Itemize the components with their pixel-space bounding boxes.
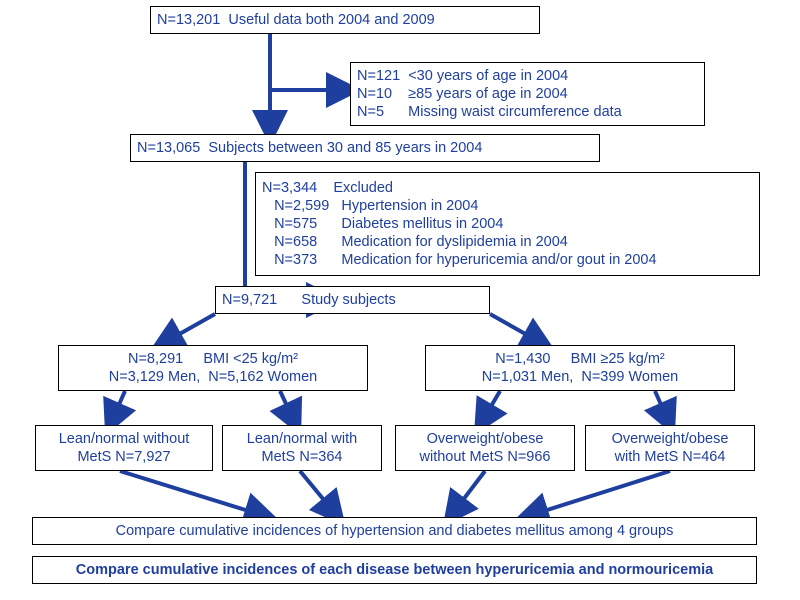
- box-compare-4-groups: Compare cumulative incidences of hyperte…: [32, 517, 757, 545]
- text: MetS N=364: [261, 448, 342, 466]
- text: N=10 ≥85 years of age in 2004: [357, 85, 698, 103]
- text: Lean/normal without: [59, 430, 190, 448]
- box-exclusion-1: N=121 <30 years of age in 2004 N=10 ≥85 …: [350, 62, 705, 126]
- box-top: N=13,201 Useful data both 2004 and 2009: [150, 6, 540, 34]
- text: N=3,129 Men, N=5,162 Women: [109, 368, 318, 386]
- text: N=13,201 Useful data both 2004 and 2009: [157, 11, 533, 29]
- text: without MetS N=966: [420, 448, 551, 466]
- text: MetS N=7,927: [77, 448, 170, 466]
- text: N=1,430 BMI ≥25 kg/m²: [495, 350, 665, 368]
- text: N=575 Diabetes mellitus in 2004: [262, 215, 753, 233]
- text: N=373 Medication for hyperuricemia and/o…: [262, 251, 753, 269]
- text: N=9,721 Study subjects: [222, 291, 483, 309]
- text: N=5 Missing waist circumference data: [357, 103, 698, 121]
- text: Lean/normal with: [247, 430, 357, 448]
- box-group-obese-no-mets: Overweight/obese without MetS N=966: [395, 425, 575, 471]
- box-group-obese-mets: Overweight/obese with MetS N=464: [585, 425, 755, 471]
- text: Compare cumulative incidences of each di…: [76, 561, 713, 579]
- box-bmi-ge25: N=1,430 BMI ≥25 kg/m² N=1,031 Men, N=399…: [425, 345, 735, 391]
- box-study-subjects: N=9,721 Study subjects: [215, 286, 490, 314]
- text: N=13,065 Subjects between 30 and 85 year…: [137, 139, 593, 157]
- text: N=121 <30 years of age in 2004: [357, 67, 698, 85]
- text: N=8,291 BMI <25 kg/m²: [128, 350, 298, 368]
- text: N=3,344 Excluded: [262, 179, 753, 197]
- text: N=1,031 Men, N=399 Women: [482, 368, 678, 386]
- text: N=2,599 Hypertension in 2004: [262, 197, 753, 215]
- text: Compare cumulative incidences of hyperte…: [116, 522, 674, 540]
- box-group-lean-mets: Lean/normal with MetS N=364: [222, 425, 382, 471]
- box-bmi-lt25: N=8,291 BMI <25 kg/m² N=3,129 Men, N=5,1…: [58, 345, 368, 391]
- text: Overweight/obese: [612, 430, 729, 448]
- text: Overweight/obese: [427, 430, 544, 448]
- text: N=658 Medication for dyslipidemia in 200…: [262, 233, 753, 251]
- box-exclusion-2: N=3,344 Excluded N=2,599 Hypertension in…: [255, 172, 760, 276]
- box-group-lean-no-mets: Lean/normal without MetS N=7,927: [35, 425, 213, 471]
- box-compare-hyperuricemia: Compare cumulative incidences of each di…: [32, 556, 757, 584]
- box-subjects-3085: N=13,065 Subjects between 30 and 85 year…: [130, 134, 600, 162]
- text: with MetS N=464: [615, 448, 726, 466]
